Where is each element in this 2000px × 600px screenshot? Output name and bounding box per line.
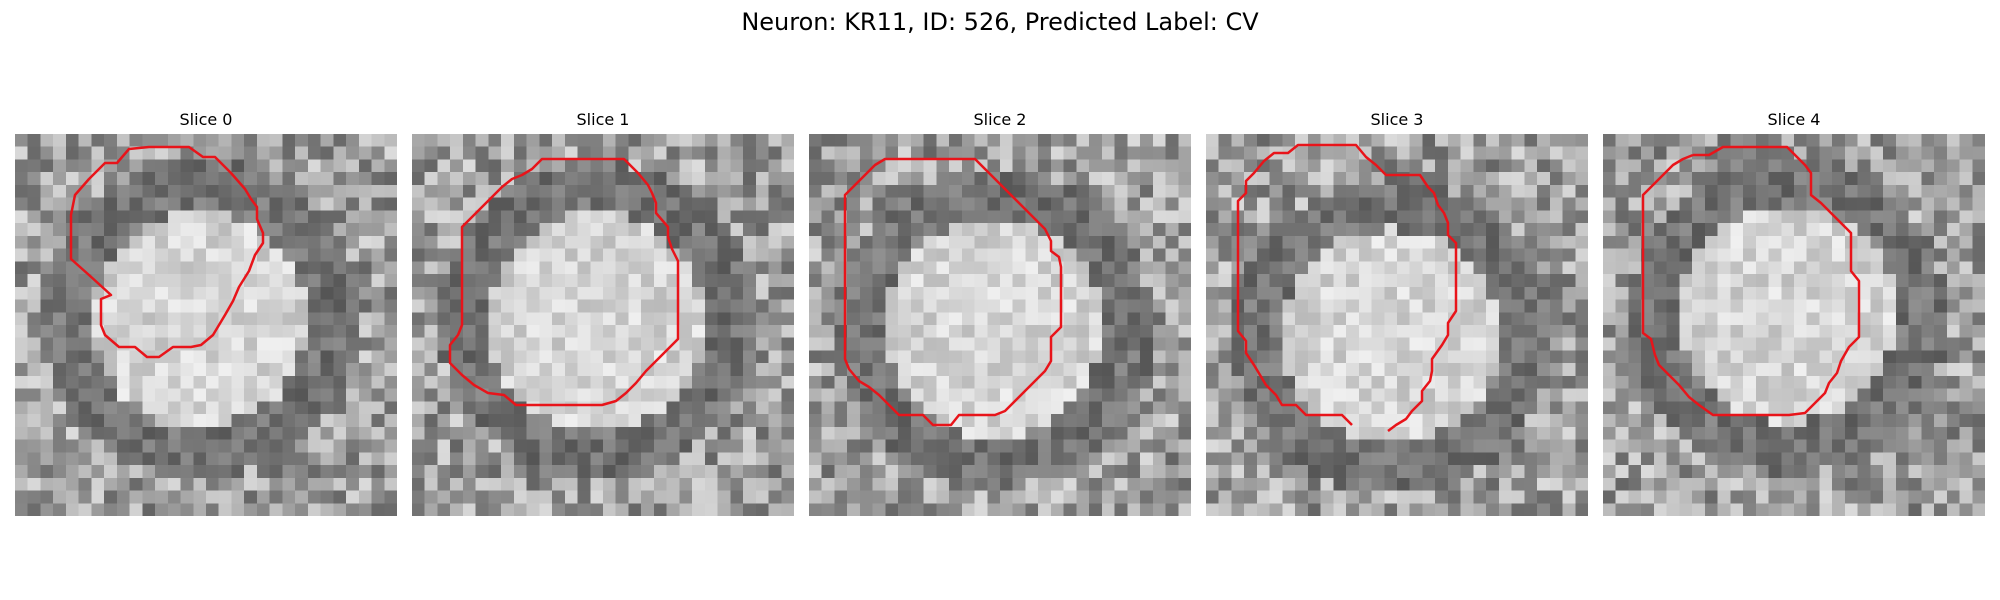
slice-image-0 <box>15 134 397 516</box>
grayscale-image-0 <box>15 134 397 516</box>
slice-image-2 <box>809 134 1191 516</box>
roi-contour-0 <box>69 145 265 359</box>
slice-title-0: Slice 0 <box>179 110 233 129</box>
slice-title-1: Slice 1 <box>576 110 630 129</box>
slice-panel-3: Slice 3 <box>1206 110 1588 516</box>
figure-title: Neuron: KR11, ID: 526, Predicted Label: … <box>741 8 1259 36</box>
grayscale-image-1 <box>412 134 794 516</box>
slice-title-2: Slice 2 <box>973 110 1027 129</box>
slice-title-3: Slice 3 <box>1370 110 1424 129</box>
slice-image-3 <box>1206 134 1588 516</box>
roi-contour-3 <box>1236 143 1458 432</box>
roi-contour-2 <box>843 157 1063 427</box>
slice-panel-2: Slice 2 <box>809 110 1191 516</box>
grayscale-image-4 <box>1603 134 1985 516</box>
slice-image-4 <box>1603 134 1985 516</box>
slice-panel-1: Slice 1 <box>412 110 794 516</box>
grayscale-image-2 <box>809 134 1191 516</box>
slice-panel-4: Slice 4 <box>1603 110 1985 516</box>
grayscale-image-3 <box>1206 134 1588 516</box>
slice-image-1 <box>412 134 794 516</box>
slice-panel-0: Slice 0 <box>15 110 397 516</box>
roi-contour-1 <box>448 157 680 407</box>
roi-contour-4 <box>1641 145 1861 417</box>
slice-title-4: Slice 4 <box>1767 110 1821 129</box>
